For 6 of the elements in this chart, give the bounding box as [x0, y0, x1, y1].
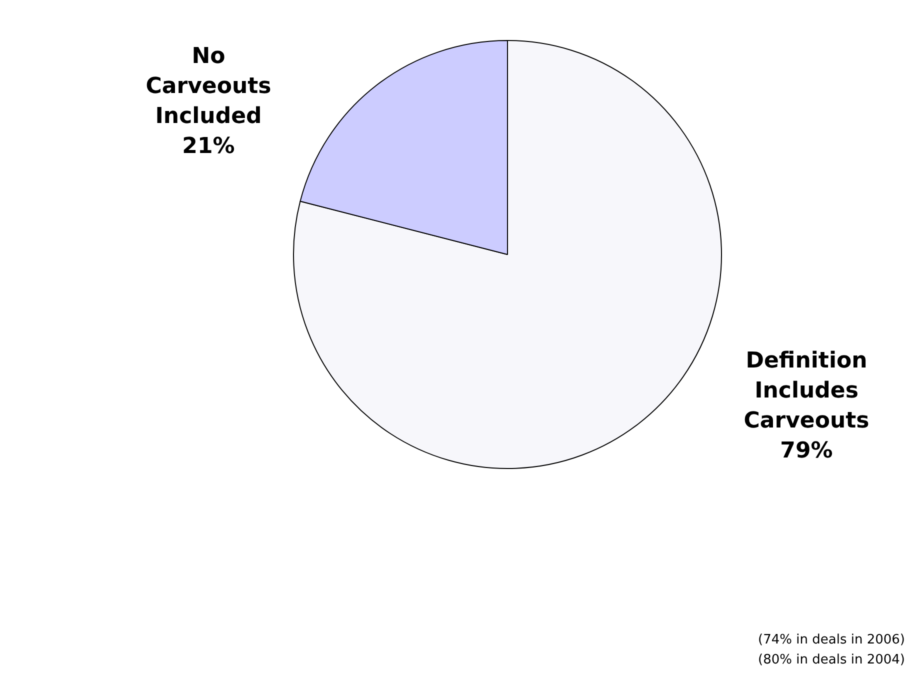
text: (80% in deals in 2004) [758, 652, 905, 668]
data-label: 79% [780, 438, 833, 464]
data-label: 21% [182, 134, 235, 160]
slice-label: No Carveouts Included [146, 44, 272, 130]
text: (74% in deals in 2006) [758, 632, 905, 648]
slice-label: Definition Includes Carveouts [744, 348, 870, 434]
